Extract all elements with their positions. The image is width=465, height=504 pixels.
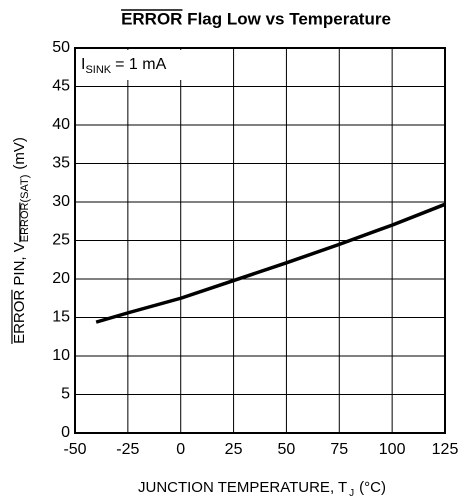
y-label-suffix: (mV) [11,137,28,170]
data-line [95,202,446,324]
x-tick-label: 50 [278,441,296,458]
y-axis-label-group: ERROR PIN, VERROR(SAT) (mV) [11,137,31,344]
x-tick-label: 125 [432,441,459,458]
x-label-suffix: (°C) [359,479,386,496]
y-label-text: ERROR PIN, V [11,242,28,344]
y-tick-label: 50 [52,39,70,56]
annotation: ISINK = 1 mA [81,56,167,76]
x-tick-label: -50 [63,441,86,458]
y-tick-label: 15 [52,309,70,326]
y-tick-label: 10 [52,347,70,364]
x-label-subscript: J [349,488,354,499]
y-axis-label: ERROR PIN, VERROR(SAT) (mV) [11,137,31,344]
y-tick-label: 20 [52,270,70,287]
x-tick-label: 0 [176,441,185,458]
y-tick-label: 35 [52,155,70,172]
y-tick-label: 45 [52,78,70,95]
x-tick-label: 100 [379,441,406,458]
x-axis-label: JUNCTION TEMPERATURE, T J (°C) [138,479,386,499]
annotation-bg [77,50,187,80]
annotation-text: I [81,56,85,73]
chart-title: ERROR Flag Low vs Temperature [121,9,391,28]
x-tick-label: -25 [116,441,139,458]
x-tick-label: 25 [225,441,243,458]
annotation-suffix: = 1 mA [115,56,166,73]
y-tick-label: 40 [52,116,70,133]
x-tick-label: 75 [330,441,348,458]
y-label-subscript: ERROR(SAT) [19,175,31,243]
annotation-subscript: SINK [85,64,111,76]
y-tick-label: 0 [61,424,70,441]
y-tick-label: 25 [52,232,70,249]
y-tick-label: 30 [52,193,70,210]
y-tick-label: 5 [61,386,70,403]
x-label-text: JUNCTION TEMPERATURE, T [138,479,347,496]
plot-frame [74,47,446,434]
